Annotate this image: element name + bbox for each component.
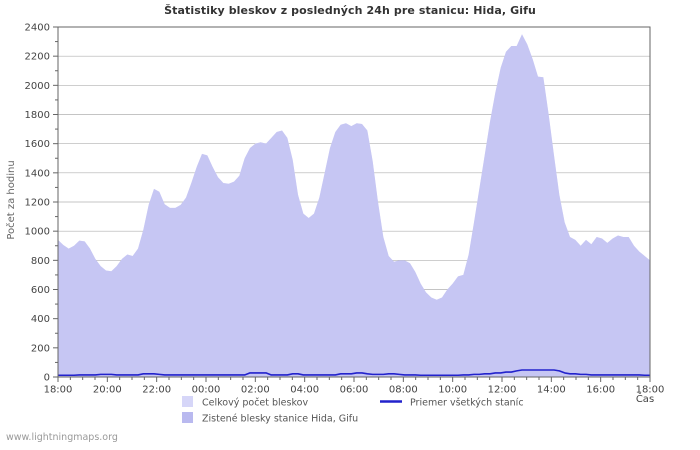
y-tick-label: 1400: [25, 168, 50, 179]
area-path-station: [58, 34, 650, 377]
x-tick-label: 06:00: [340, 385, 369, 396]
y-tick-label: 1600: [25, 139, 50, 150]
line-path-average: [58, 369, 650, 377]
x-tick-label: 18:00: [44, 385, 73, 396]
x-axis-label: Čas: [636, 392, 654, 405]
x-tick-label: 10:00: [438, 385, 467, 396]
x-tick-label: 12:00: [488, 385, 517, 396]
y-tick-label: 1200: [25, 198, 50, 209]
x-tick-label: 22:00: [142, 385, 171, 396]
x-tick-label: 14:00: [537, 385, 566, 396]
legend-label: Priemer všetkých staníc: [410, 398, 524, 409]
x-tick-label: 00:00: [192, 385, 221, 396]
legend-swatch: [182, 412, 193, 423]
legend-label: Zistené blesky stanice Hida, Gifu: [202, 414, 358, 425]
y-tick-label: 2000: [25, 81, 50, 92]
y-tick-label: 2400: [25, 23, 50, 34]
page-title: Štatistiky bleskov z posledných 24h pre …: [164, 4, 536, 17]
x-tick-label: 04:00: [290, 385, 319, 396]
y-axis-label: Počet za hodinu: [5, 160, 17, 239]
y-tick-label: 600: [31, 285, 50, 296]
y-tick-label: 0: [44, 373, 50, 384]
y-tick-label: 800: [31, 256, 50, 267]
x-tick-label: 18:00: [636, 385, 665, 396]
watermark-url: www.lightningmaps.org: [6, 432, 118, 443]
y-tick-label: 400: [31, 314, 50, 325]
x-tick-label: 02:00: [241, 385, 270, 396]
legend-label: Celkový počet bleskov: [202, 398, 308, 409]
x-tick-label: 08:00: [389, 385, 418, 396]
area-station-lightning: [58, 34, 650, 377]
y-tick-label: 2200: [25, 52, 50, 63]
line-average-all-stations: [58, 369, 650, 377]
legend-swatch: [182, 396, 193, 407]
y-axis-ticks: 0 200 400 600 800 1000 1200 1400 1600 1800 2000 220…: [25, 23, 58, 384]
y-tick-label: 1800: [25, 110, 50, 121]
y-tick-label: 200: [31, 343, 50, 354]
x-tick-label: 20:00: [93, 385, 122, 396]
x-axis-ticks: 18:00 20:00 22:00 00:00 02:00 04:00 06:00 08:00…: [44, 377, 665, 396]
x-tick-label: 16:00: [586, 385, 615, 396]
chart-legend: Celkový počet bleskov Priemer všetkých st…: [182, 396, 524, 425]
y-tick-label: 1000: [25, 227, 50, 238]
